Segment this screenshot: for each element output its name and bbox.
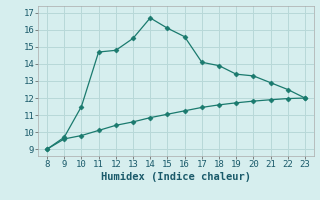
X-axis label: Humidex (Indice chaleur): Humidex (Indice chaleur) bbox=[101, 172, 251, 182]
